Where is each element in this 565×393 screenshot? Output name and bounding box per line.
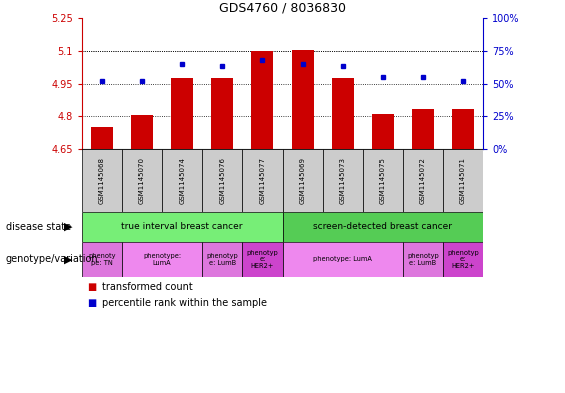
Bar xyxy=(131,115,153,149)
Bar xyxy=(242,242,282,277)
Text: ■: ■ xyxy=(88,282,97,292)
Text: GSM1145077: GSM1145077 xyxy=(259,157,266,204)
Bar xyxy=(122,242,202,277)
Bar xyxy=(91,127,113,149)
Text: disease state: disease state xyxy=(6,222,71,232)
Text: GSM1145076: GSM1145076 xyxy=(219,157,225,204)
Bar xyxy=(242,149,282,212)
Text: ■: ■ xyxy=(88,298,97,308)
Text: phenotype: LumA: phenotype: LumA xyxy=(313,256,372,263)
Bar xyxy=(202,149,242,212)
Text: percentile rank within the sample: percentile rank within the sample xyxy=(102,298,267,308)
Text: GDS4760 / 8036830: GDS4760 / 8036830 xyxy=(219,2,346,15)
Bar xyxy=(82,242,122,277)
Text: GSM1145070: GSM1145070 xyxy=(139,157,145,204)
Bar xyxy=(122,149,162,212)
Bar xyxy=(452,109,474,149)
Text: phenotyp
e: LumB: phenotyp e: LumB xyxy=(206,253,238,266)
Text: GSM1145075: GSM1145075 xyxy=(380,157,386,204)
Bar xyxy=(403,242,443,277)
Text: GSM1145071: GSM1145071 xyxy=(460,157,466,204)
Text: GSM1145074: GSM1145074 xyxy=(179,157,185,204)
Text: genotype/variation: genotype/variation xyxy=(6,254,98,264)
Text: true interval breast cancer: true interval breast cancer xyxy=(121,222,243,231)
Text: ▶: ▶ xyxy=(63,254,72,264)
Bar xyxy=(412,109,434,149)
Bar xyxy=(323,149,363,212)
Text: GSM1145068: GSM1145068 xyxy=(99,157,105,204)
Text: GSM1145072: GSM1145072 xyxy=(420,157,426,204)
Bar xyxy=(443,149,483,212)
Bar xyxy=(202,242,242,277)
Bar xyxy=(251,51,273,149)
Text: screen-detected breast cancer: screen-detected breast cancer xyxy=(313,222,453,231)
Bar xyxy=(363,149,403,212)
Text: phenotype:
LumA: phenotype: LumA xyxy=(143,253,181,266)
Text: GSM1145073: GSM1145073 xyxy=(340,157,346,204)
Bar xyxy=(443,242,483,277)
Text: transformed count: transformed count xyxy=(102,282,193,292)
Bar xyxy=(372,114,394,149)
Bar xyxy=(332,78,354,149)
Bar xyxy=(403,149,443,212)
Text: phenotyp
e:
HER2+: phenotyp e: HER2+ xyxy=(246,250,279,269)
Bar xyxy=(171,78,193,149)
Bar xyxy=(162,149,202,212)
Text: phenotyp
e: LumB: phenotyp e: LumB xyxy=(407,253,439,266)
Text: GSM1145069: GSM1145069 xyxy=(299,157,306,204)
Bar xyxy=(282,242,403,277)
Bar xyxy=(292,50,314,149)
Bar xyxy=(82,149,122,212)
Text: phenotyp
e:
HER2+: phenotyp e: HER2+ xyxy=(447,250,479,269)
Bar xyxy=(82,212,282,242)
Bar xyxy=(211,78,233,149)
Bar xyxy=(282,149,323,212)
Text: phenoty
pe: TN: phenoty pe: TN xyxy=(88,253,116,266)
Bar xyxy=(282,212,483,242)
Text: ▶: ▶ xyxy=(63,222,72,232)
